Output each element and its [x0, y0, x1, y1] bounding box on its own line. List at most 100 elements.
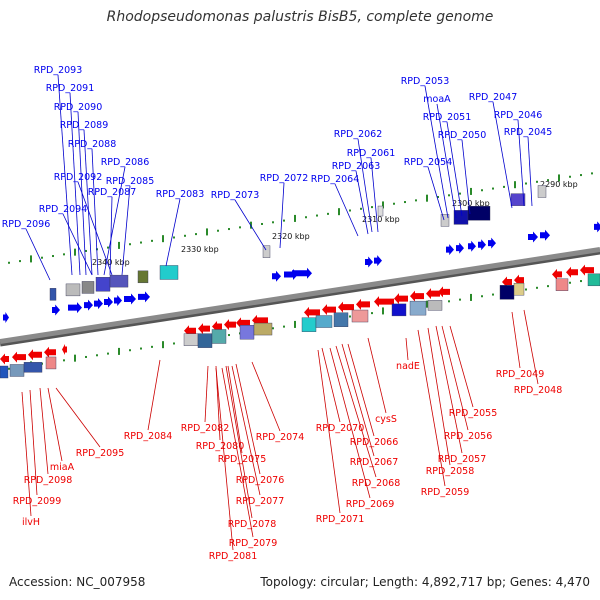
reverse-feature-box: [315, 315, 333, 328]
reverse-feature-box: [391, 303, 407, 317]
leader-line: [109, 196, 113, 276]
track-dot: [393, 202, 395, 205]
reverse-gene-arrow: [44, 346, 56, 358]
reverse-gene-arrow: [322, 304, 336, 316]
track-dot: [41, 256, 43, 259]
track-dot: [492, 187, 494, 190]
forward-gene-arrow: [124, 293, 136, 305]
forward-gene-label-RPD_2085: RPD_2085: [106, 176, 155, 187]
track-dot: [272, 327, 274, 330]
track-dot: [85, 355, 87, 358]
reverse-feature-box: [427, 300, 443, 311]
track-dot: [107, 352, 109, 355]
reverse-gene-label-RPD_2070: RPD_2070: [316, 423, 365, 434]
track-tick: [382, 307, 384, 315]
leader-line: [57, 74, 73, 276]
reverse-gene-label-RPD_2069: RPD_2069: [346, 499, 395, 510]
track-dot: [360, 207, 362, 210]
forward-gene-label-moaA: moaA: [423, 94, 451, 105]
leader-line: [21, 391, 32, 517]
track-tick: [30, 255, 32, 263]
forward-gene-label-RPD_2083: RPD_2083: [156, 189, 205, 200]
reverse-gene-arrow: [502, 276, 512, 288]
leader-line: [405, 337, 409, 361]
summary-text: Topology: circular; Length: 4,892,717 bp…: [260, 575, 590, 589]
leader-line: [523, 309, 539, 385]
leader-line: [69, 92, 81, 276]
reverse-gene-arrow: [394, 293, 408, 305]
track-dot: [184, 234, 186, 237]
leader-line: [424, 85, 449, 219]
forward-gene-label-RPD_2050: RPD_2050: [438, 130, 487, 141]
track-tick: [426, 194, 428, 202]
forward-gene-label-RPD_2094: RPD_2094: [39, 204, 88, 215]
track-dot: [140, 347, 142, 350]
forward-gene-arrow: [468, 240, 476, 252]
leader-line: [62, 213, 93, 276]
track-tick: [426, 300, 428, 308]
track-dot: [547, 285, 549, 288]
track-dot: [283, 325, 285, 328]
track-dot: [591, 172, 593, 175]
reverse-gene-label-RPD_2067: RPD_2067: [350, 457, 399, 468]
forward-gene-arrow: [478, 239, 486, 251]
forward-gene-label-RPD_2096: RPD_2096: [2, 219, 51, 230]
leader-line: [436, 103, 457, 219]
track-dot: [569, 281, 571, 284]
leader-line: [317, 349, 341, 514]
leader-line: [446, 121, 463, 217]
track-dot: [63, 359, 65, 362]
track-dot: [525, 182, 527, 185]
forward-feature-box: [440, 214, 450, 227]
reverse-gene-arrow: [356, 298, 370, 310]
forward-gene-arrow: [446, 244, 454, 256]
track-dot: [481, 189, 483, 192]
reverse-gene-arrow: [410, 290, 424, 302]
reverse-gene-arrow: [338, 301, 354, 313]
forward-gene-arrow: [94, 298, 103, 310]
track-dot: [129, 349, 131, 352]
forward-gene-arrow: [104, 296, 113, 308]
leader-line: [234, 199, 267, 251]
forward-gene-label-RPD_2063: RPD_2063: [332, 161, 381, 172]
reverse-gene-label-RPD_2074: RPD_2074: [256, 432, 305, 443]
scale-label: 2330 kbp: [181, 245, 219, 254]
reverse-gene-label-RPD_2049: RPD_2049: [496, 369, 545, 380]
forward-gene-label-RPD_2051: RPD_2051: [423, 112, 472, 123]
leader-line: [435, 325, 463, 454]
reverse-gene-label-miaA: miaA: [50, 462, 75, 473]
track-tick: [118, 347, 120, 355]
leader-line: [91, 148, 99, 276]
forward-gene-label-RPD_2091: RPD_2091: [46, 83, 95, 94]
forward-gene-label-RPD_2092: RPD_2092: [54, 172, 103, 183]
reverse-feature-box: [333, 312, 349, 327]
forward-gene-label-RPD_2093: RPD_2093: [34, 65, 83, 76]
track-dot: [547, 179, 549, 182]
leader-line: [329, 347, 371, 499]
reverse-gene-arrow: [304, 306, 320, 318]
forward-feature-box: [537, 185, 547, 198]
leader-line: [47, 387, 63, 462]
leader-line: [121, 185, 131, 276]
track-dot: [371, 312, 373, 315]
leader-line: [347, 343, 375, 437]
forward-gene-arrow: [594, 221, 600, 233]
reverse-gene-label-RPD_2066: RPD_2066: [350, 437, 399, 448]
reverse-gene-label-RPD_2079: RPD_2079: [229, 538, 278, 549]
forward-feature-box: [262, 245, 271, 258]
track-dot: [327, 212, 329, 215]
track-dot: [96, 354, 98, 357]
forward-gene-arrow: [272, 270, 281, 282]
reverse-gene-label-RPD_2078: RPD_2078: [228, 519, 277, 530]
reverse-feature-box: [351, 309, 369, 323]
track-dot: [536, 286, 538, 289]
reverse-gene-arrow: [198, 323, 210, 335]
scale-label: 2300 kbp: [452, 199, 490, 208]
forward-feature-box: [95, 277, 111, 292]
leader-line: [427, 327, 451, 466]
reverse-gene-arrow: [184, 325, 196, 337]
forward-gene-label-RPD_2086: RPD_2086: [101, 157, 150, 168]
forward-gene-label-RPD_2088: RPD_2088: [68, 139, 117, 150]
forward-gene-arrow: [456, 242, 464, 254]
